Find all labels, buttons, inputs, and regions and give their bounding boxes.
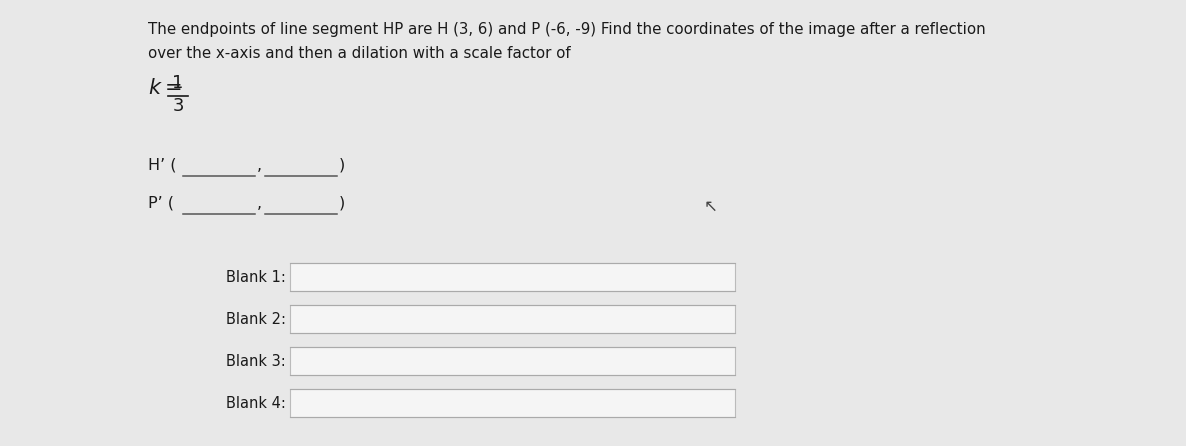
Text: Blank 1:: Blank 1: <box>227 269 286 285</box>
Text: ,: , <box>257 158 262 173</box>
Text: Blank 4:: Blank 4: <box>227 396 286 410</box>
Text: P’ (: P’ ( <box>148 196 174 211</box>
Text: $k=$: $k=$ <box>148 78 181 98</box>
Text: ): ) <box>339 158 345 173</box>
Text: 3: 3 <box>172 97 184 115</box>
FancyBboxPatch shape <box>291 389 735 417</box>
Text: over the x-axis and then a dilation with a scale factor of: over the x-axis and then a dilation with… <box>148 46 570 61</box>
Text: ↘: ↘ <box>700 195 714 213</box>
Text: ): ) <box>339 196 345 211</box>
Text: ,: , <box>257 196 262 211</box>
Text: Blank 2:: Blank 2: <box>227 311 286 326</box>
FancyBboxPatch shape <box>291 263 735 291</box>
FancyBboxPatch shape <box>291 347 735 375</box>
Text: The endpoints of line segment HP are H (3, 6) and P (-6, -9) Find the coordinate: The endpoints of line segment HP are H (… <box>148 22 986 37</box>
Text: H’ (: H’ ( <box>148 158 177 173</box>
Text: Blank 3:: Blank 3: <box>227 354 286 368</box>
Text: 1: 1 <box>172 74 184 92</box>
FancyBboxPatch shape <box>291 305 735 333</box>
